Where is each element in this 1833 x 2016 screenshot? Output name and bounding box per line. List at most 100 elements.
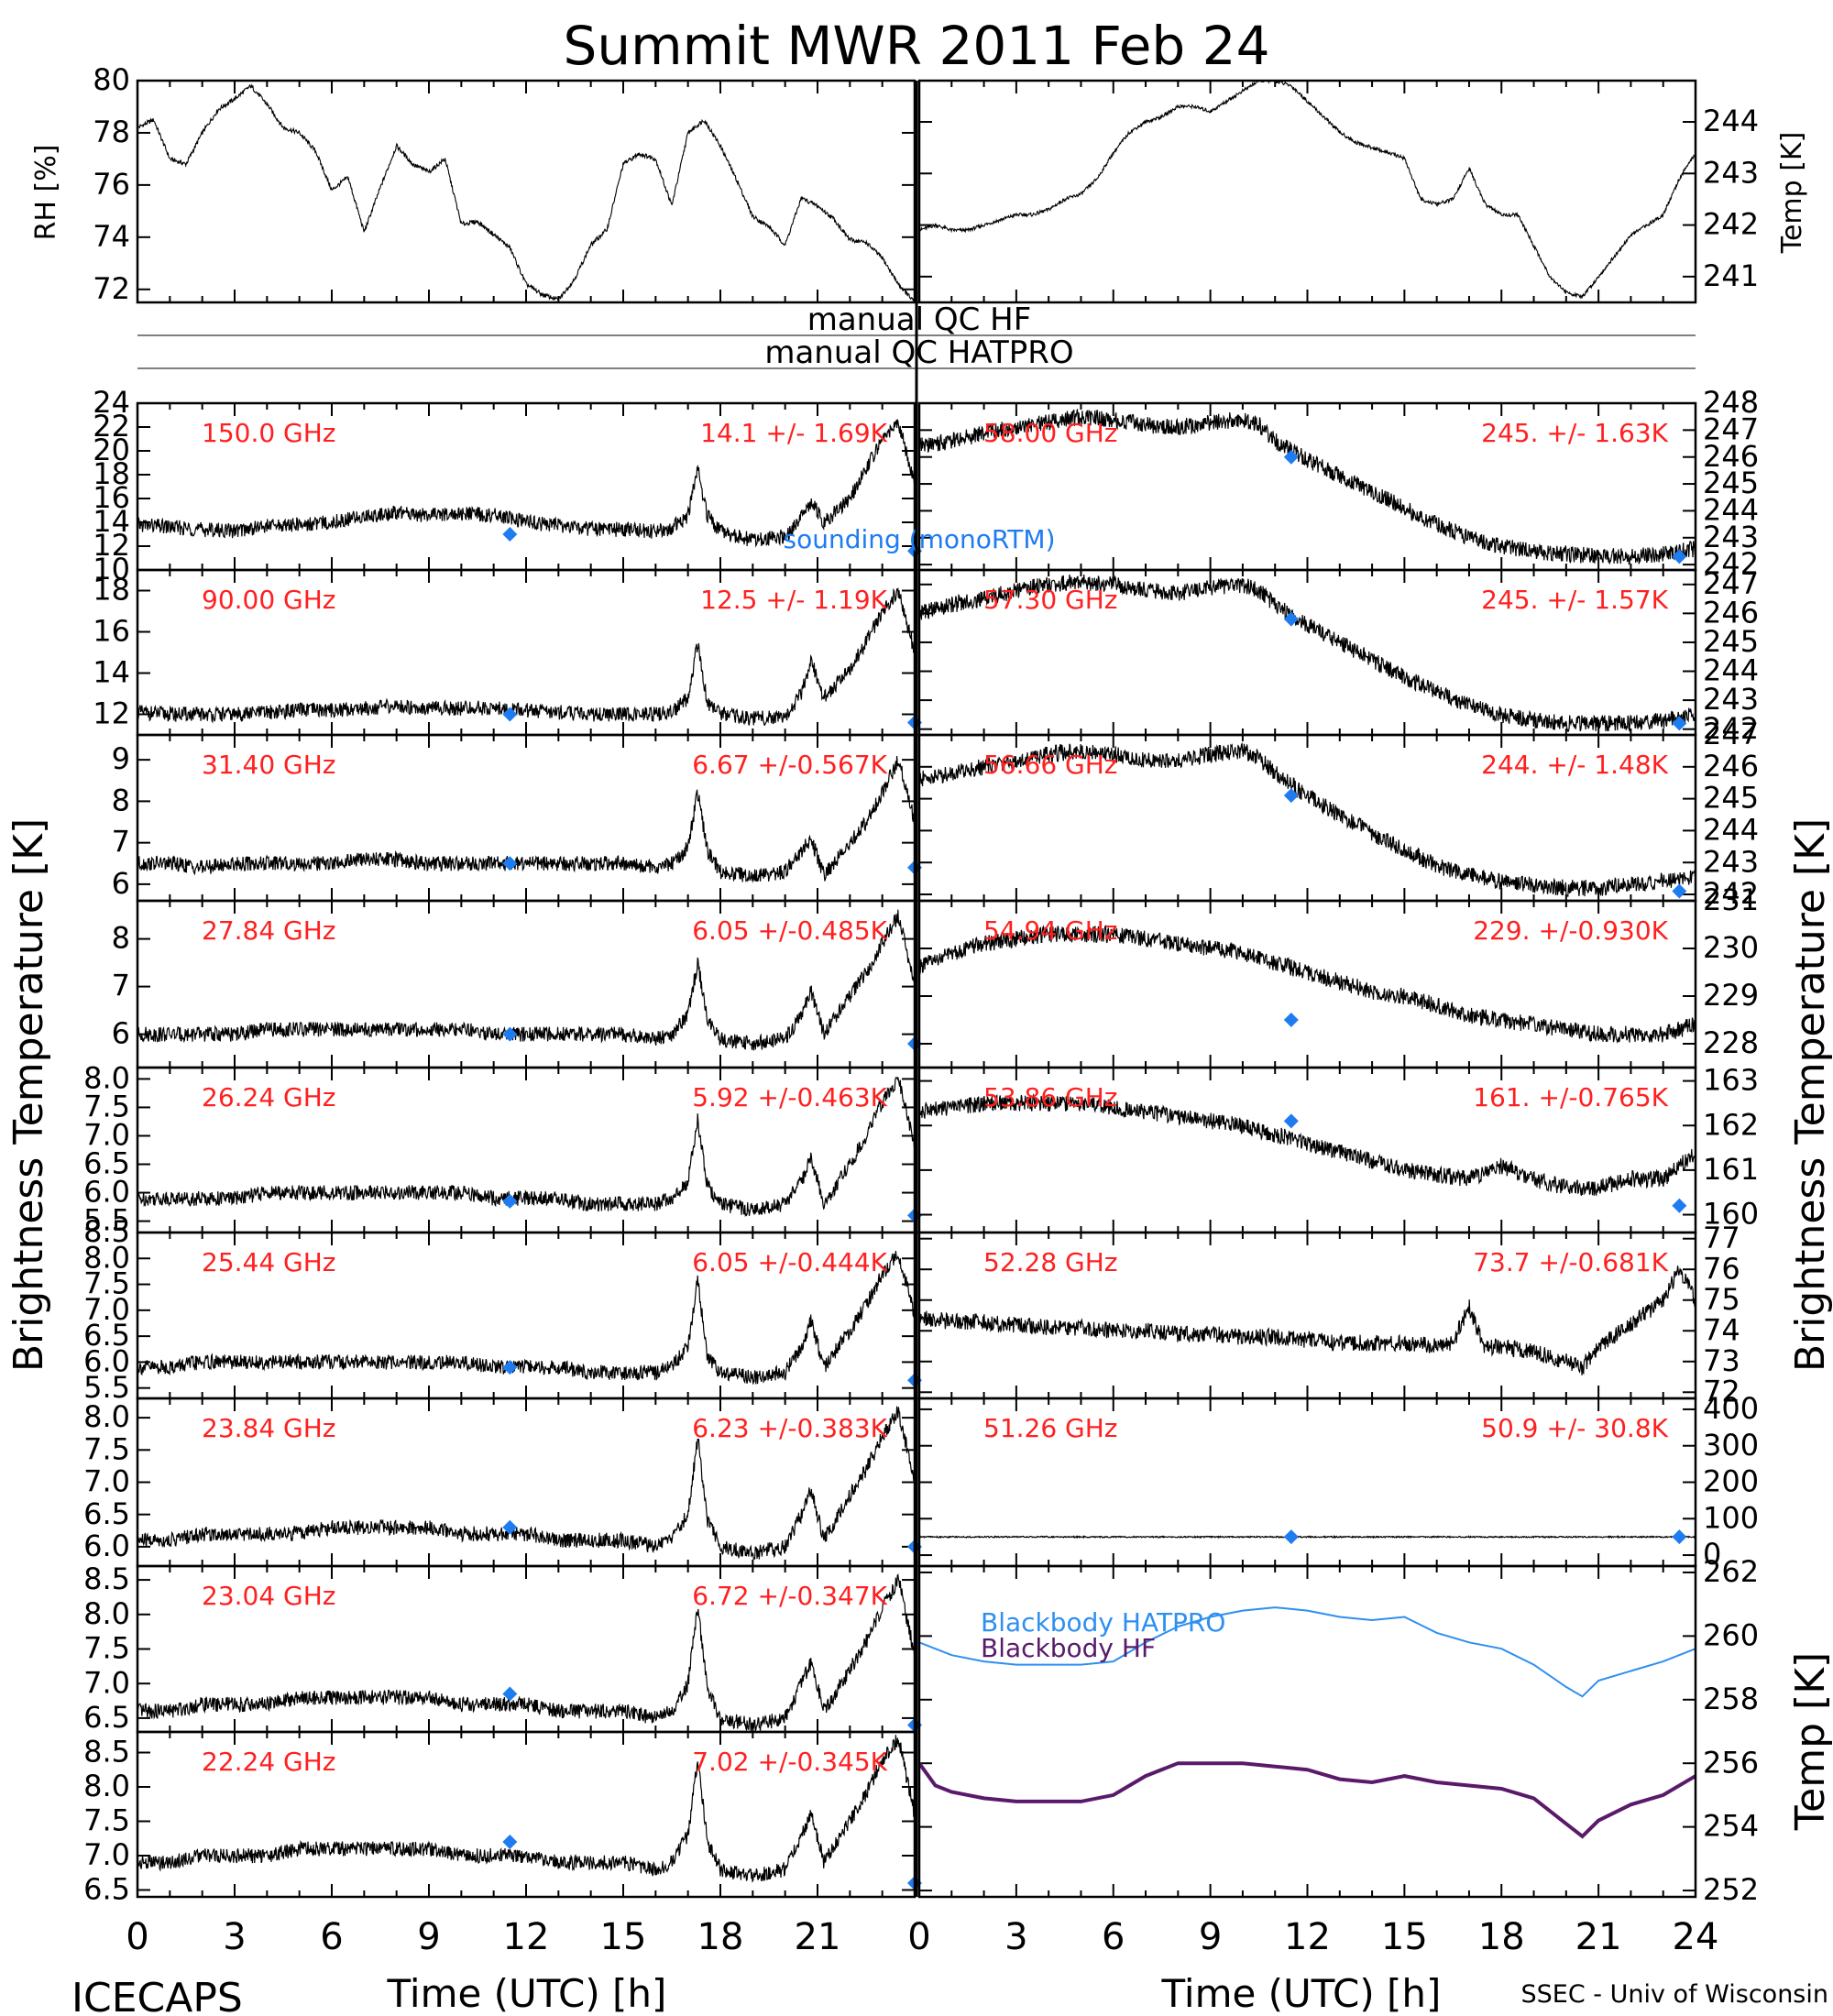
y-tick-label: 228 xyxy=(1703,1025,1759,1060)
xlabel-left: Time (UTC) [h] xyxy=(387,1971,667,2016)
qc-strip-hf-label: manual QC HF xyxy=(807,301,1032,338)
channel-stats: 50.9 +/- 30.8K xyxy=(1481,1413,1668,1443)
y-tick-label: 8.0 xyxy=(83,1596,130,1631)
y-tick-label: 6.5 xyxy=(83,1496,130,1531)
x-tick-label: 0 xyxy=(126,1916,148,1958)
channel-stats: 73.7 +/-0.681K xyxy=(1473,1247,1668,1277)
y-tick-label: 245 xyxy=(1703,466,1759,500)
y-tick-label: 256 xyxy=(1703,1745,1759,1780)
y-tick-label: 7.0 xyxy=(83,1665,130,1700)
y-tick-label: 14 xyxy=(93,504,130,539)
y-tick-label: 246 xyxy=(1703,439,1759,474)
ylabel-bt-right: Brightness Temperature [K] xyxy=(1787,818,1833,1372)
x-tick-label: 18 xyxy=(697,1916,744,1958)
sounding-point xyxy=(1283,1113,1299,1129)
channel-label: 57.30 GHz xyxy=(983,585,1118,615)
y-tick-label: 243 xyxy=(1703,155,1759,190)
sounding-point xyxy=(1283,611,1299,627)
channel-label: 56.66 GHz xyxy=(983,750,1118,780)
y-tick-label: 6.5 xyxy=(83,1146,130,1181)
x-tick-label: 12 xyxy=(1284,1916,1331,1958)
panel-blackbody: 252 254 256 258 260 262 xyxy=(917,1554,1759,1907)
panel-ch2784: 6 7 8 27.84 GHz 6.05 +/-0.485K xyxy=(112,899,922,1069)
panel-rh: 72 74 76 78 80 xyxy=(93,62,916,306)
series-line xyxy=(137,1406,915,1561)
y-tick-label: 260 xyxy=(1703,1617,1759,1652)
y-tick-label: 247 xyxy=(1703,717,1759,751)
y-tick-label: 243 xyxy=(1703,520,1759,554)
channel-stats: 6.23 +/-0.383K xyxy=(692,1413,887,1443)
y-tick-label: 8.0 xyxy=(83,1060,130,1095)
y-tick-label: 230 xyxy=(1703,930,1759,965)
panel-frame xyxy=(136,1730,916,1899)
y-tick-label: 160 xyxy=(1703,1197,1759,1232)
panel-air-temp: 241 242 243 244 xyxy=(917,79,1759,304)
panel-ch5386: 160 161 162 163 53.86 GHz 161. +/-0.765K xyxy=(917,1063,1759,1234)
xlabel-right: Time (UTC) [h] xyxy=(1161,1971,1442,2016)
ylabel-rh: RH [%] xyxy=(30,145,62,241)
y-tick-label: 244 xyxy=(1703,813,1759,848)
series-line xyxy=(137,1573,915,1732)
y-tick-label: 24 xyxy=(93,385,130,420)
sounding-point xyxy=(502,1686,518,1702)
y-tick-label: 8 xyxy=(112,921,130,956)
y-tick-label: 7.0 xyxy=(83,1292,130,1327)
y-tick-label: 247 xyxy=(1703,411,1759,446)
y-tick-label: 12 xyxy=(93,696,130,731)
y-tick-label: 400 xyxy=(1703,1391,1759,1426)
series-line xyxy=(919,81,1696,300)
sounding-point xyxy=(1283,449,1299,465)
y-tick-label: 5.5 xyxy=(83,1370,130,1405)
x-tick-label: 15 xyxy=(1381,1916,1428,1958)
y-tick-label: 76 xyxy=(1703,1251,1740,1286)
channel-label: 52.28 GHz xyxy=(983,1247,1118,1277)
y-tick-label: 0 xyxy=(1703,1537,1721,1572)
y-tick-label: 163 xyxy=(1703,1063,1759,1098)
y-tick-label: 7.5 xyxy=(83,1090,130,1124)
y-tick-label: 7 xyxy=(112,969,130,1003)
y-tick-label: 9 xyxy=(112,741,130,776)
series-line xyxy=(137,1735,915,1883)
sounding-point xyxy=(502,856,518,871)
series-line xyxy=(137,1076,915,1218)
channel-stats: 6.05 +/-0.444K xyxy=(692,1247,887,1277)
channel-stats: 245. +/- 1.57K xyxy=(1481,585,1668,615)
series-line xyxy=(137,1250,915,1385)
channel-stats: 14.1 +/- 1.69K xyxy=(700,418,887,448)
series-line xyxy=(919,409,1696,565)
qc-strip-hatpro-label: manual QC HATPRO xyxy=(764,334,1073,371)
y-tick-label: 7.0 xyxy=(83,1837,130,1872)
channel-label: 23.84 GHz xyxy=(202,1413,336,1443)
x-tick-label: 9 xyxy=(417,1916,440,1958)
channel-stats: 5.92 +/-0.463K xyxy=(692,1082,887,1112)
series-line xyxy=(137,755,915,883)
ylabel-air-temp: Temp [K] xyxy=(1776,132,1808,255)
series-line xyxy=(137,419,915,548)
y-tick-label: 231 xyxy=(1703,882,1759,917)
channel-label: 23.04 GHz xyxy=(202,1581,336,1611)
y-tick-label: 8.5 xyxy=(83,1561,130,1596)
sounding-point xyxy=(502,707,518,722)
y-tick-label: 8.5 xyxy=(83,1735,130,1769)
series-line xyxy=(919,1606,1696,1698)
y-tick-label: 248 xyxy=(1703,385,1759,420)
y-tick-label: 18 xyxy=(93,456,130,491)
y-tick-label: 77 xyxy=(1703,1221,1740,1255)
series-line xyxy=(919,1265,1696,1375)
series-line xyxy=(919,1535,1696,1539)
y-tick-label: 7.0 xyxy=(83,1118,130,1153)
sounding-point xyxy=(1672,716,1687,731)
y-tick-label: 161 xyxy=(1703,1152,1759,1187)
y-tick-label: 7.5 xyxy=(83,1631,130,1666)
y-tick-label: 8 xyxy=(112,783,130,817)
ylabel-bb-right: Temp [K] xyxy=(1787,1652,1833,1831)
x-tick-label: 21 xyxy=(1575,1916,1622,1958)
channel-stats: 229. +/-0.930K xyxy=(1473,915,1668,946)
y-tick-label: 6.0 xyxy=(83,1528,130,1563)
y-tick-label: 5.5 xyxy=(83,1203,130,1238)
y-tick-label: 200 xyxy=(1703,1464,1759,1499)
channel-label: 22.24 GHz xyxy=(202,1747,336,1777)
y-tick-label: 100 xyxy=(1703,1500,1759,1535)
y-tick-label: 16 xyxy=(93,480,130,515)
